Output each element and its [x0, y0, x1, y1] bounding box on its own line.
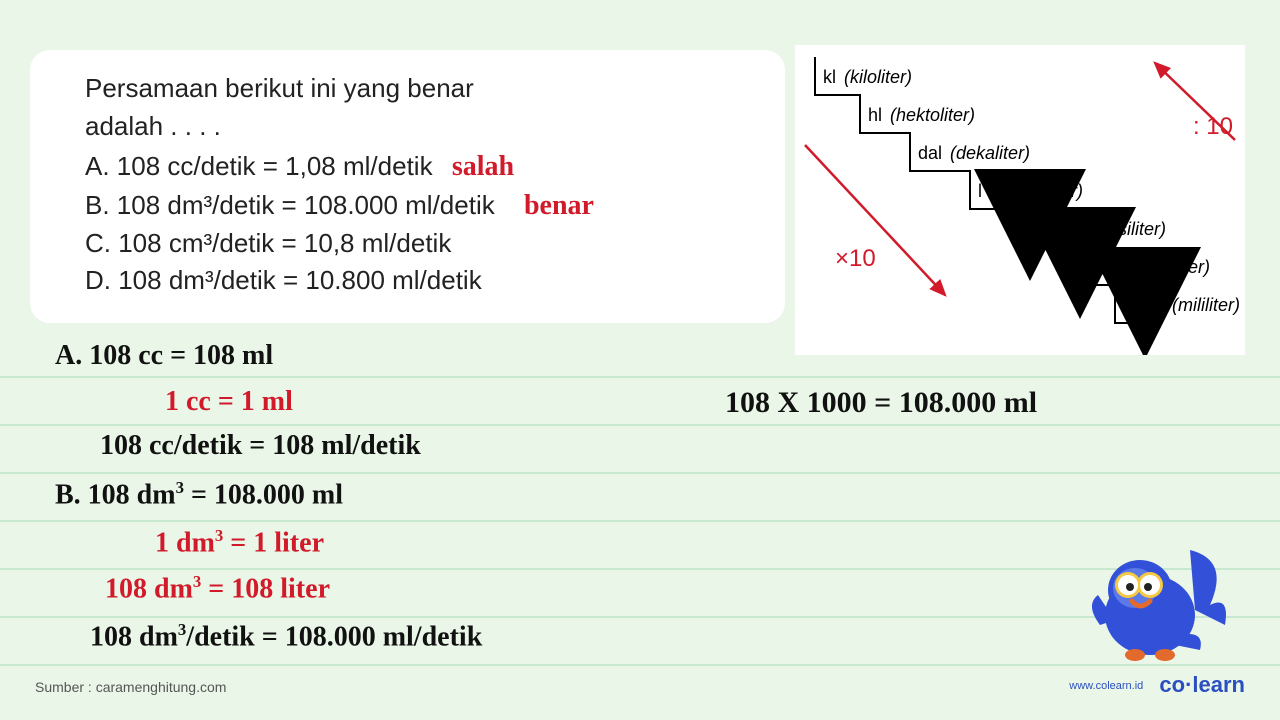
option-a-text: A. 108 cc/detik = 1,08 ml/detik: [85, 151, 433, 181]
step-kl: kl(kiloliter): [823, 67, 912, 88]
divide-ten-label: : 10: [1193, 113, 1233, 141]
mascot-bird: [1080, 535, 1235, 665]
question-card: Persamaan berikut ini yang benar adalah …: [30, 50, 785, 323]
step-ml: ml(mililiter): [1123, 295, 1240, 316]
option-b-text: B. 108 dm³/detik = 108.000 ml/detik: [85, 190, 495, 220]
step-l: l(liter): [978, 181, 1083, 202]
work-a-line1: A. 108 cc = 108 ml: [55, 340, 273, 372]
option-c: C. 108 cm³/detik = 10,8 ml/detik: [85, 225, 730, 261]
option-a: A. 108 cc/detik = 1,08 ml/detik salah: [85, 147, 730, 186]
work-right: 108 X 1000 = 108.000 ml: [725, 386, 1037, 420]
work-b-line2: 1 dm3 = 1 liter: [155, 526, 324, 559]
question-stem-line2: adalah . . . .: [85, 108, 730, 144]
brand-url: www.colearn.id: [1069, 680, 1143, 692]
work-a-line2: 1 cc = 1 ml: [165, 386, 293, 418]
source-credit: Sumber : caramenghitung.com: [35, 679, 226, 695]
option-d: D. 108 dm³/detik = 10.800 ml/detik: [85, 262, 730, 298]
step-cl: cl(centiliter): [1078, 257, 1210, 278]
question-stem-line1: Persamaan berikut ini yang benar: [85, 70, 730, 106]
times-ten-label: ×10: [835, 245, 876, 273]
work-b-line3: 108 dm3 = 108 liter: [105, 572, 330, 605]
work-a-line3: 108 cc/detik = 108 ml/detik: [100, 430, 421, 462]
brand-footer: www.colearn.id co·learn: [1069, 672, 1245, 698]
work-b-line1: B. 108 dm3 = 108.000 ml: [55, 478, 343, 511]
step-hl: hl(hektoliter): [868, 105, 975, 126]
annotation-salah: salah: [452, 147, 514, 186]
work-b-line4: 108 dm3/detik = 108.000 ml/detik: [90, 620, 482, 653]
option-b: B. 108 dm³/detik = 108.000 ml/detik bena…: [85, 186, 730, 225]
annotation-benar: benar: [524, 186, 594, 225]
step-dal: dal(dekaliter): [918, 143, 1030, 164]
step-dl: dl(desiliter): [1028, 219, 1166, 240]
brand-name: co·learn: [1159, 672, 1245, 697]
unit-staircase: kl(kiloliter) hl(hektoliter) dal(dekalit…: [795, 45, 1245, 355]
